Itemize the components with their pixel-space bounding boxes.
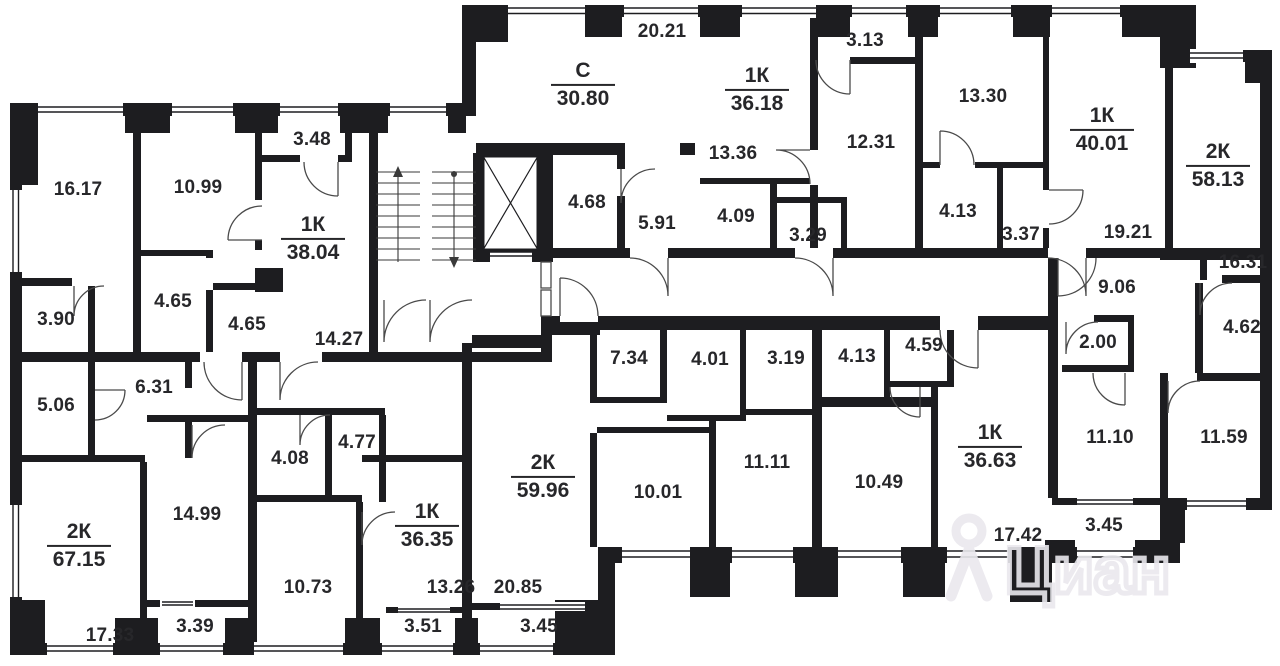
room-area-label: 4.13 <box>939 201 977 222</box>
room-area-label: 3.45 <box>1085 515 1123 536</box>
apartment-type: 2К <box>530 450 556 474</box>
apartment-label: 1К 38.04 <box>281 214 345 264</box>
room-area-label: 17.33 <box>85 625 135 646</box>
apartment-area: 40.01 <box>1075 132 1129 156</box>
apartment-type: 1К <box>1089 103 1115 127</box>
room-area-label: 4.68 <box>568 192 606 213</box>
apartment-divider <box>958 445 1022 449</box>
door-arcs <box>73 59 1233 546</box>
room-area-label: 16.31 <box>1218 252 1268 273</box>
room-area-label: 10.73 <box>283 577 333 598</box>
cian-watermark: Циан <box>945 513 1173 610</box>
room-area-label: 13.36 <box>708 143 758 164</box>
room-area-label: 4.09 <box>717 206 755 227</box>
room-area-label: 10.01 <box>633 482 683 503</box>
apartment-area: 30.80 <box>556 87 610 111</box>
apartment-type: 2К <box>66 519 92 543</box>
room-area-label: 2.00 <box>1079 332 1117 353</box>
room-area-label: 3.90 <box>37 309 75 330</box>
room-area-label: 4.13 <box>838 346 876 367</box>
apartment-label: 1К 40.01 <box>1070 105 1134 155</box>
room-area-label: 3.19 <box>767 348 805 369</box>
apartment-label: С 30.80 <box>551 60 615 110</box>
apartment-label: 1К 36.63 <box>958 422 1022 472</box>
elevator <box>481 154 540 252</box>
apartment-divider <box>551 83 615 87</box>
windows <box>9 4 1246 656</box>
apartment-area: 67.15 <box>52 548 106 572</box>
room-area-label: 19.21 <box>1103 222 1153 243</box>
apartment-type: 1К <box>414 499 440 523</box>
apartment-divider <box>281 237 345 241</box>
room-area-label: 3.13 <box>846 30 884 51</box>
room-area-label: 4.62 <box>1223 317 1261 338</box>
apartment-divider <box>395 524 459 528</box>
apartment-area: 36.35 <box>400 528 454 552</box>
room-area-label: 13.30 <box>958 86 1008 107</box>
room-area-label: 6.31 <box>135 377 173 398</box>
room-area-label: 5.91 <box>638 213 676 234</box>
apartment-label: 1К 36.35 <box>395 501 459 551</box>
room-area-label: 4.01 <box>691 349 729 370</box>
staircase <box>376 166 476 268</box>
room-area-label: 4.65 <box>154 291 192 312</box>
apartment-type: 1К <box>744 63 770 87</box>
apartment-type: 1К <box>977 420 1003 444</box>
apartment-type: 2К <box>1205 139 1231 163</box>
apartment-divider <box>725 88 789 92</box>
apartment-divider <box>1070 128 1134 132</box>
room-area-label: 3.48 <box>293 129 331 150</box>
watermark-text: Циан <box>1005 533 1170 607</box>
apartment-area: 38.04 <box>286 241 340 265</box>
apartment-area: 36.63 <box>963 449 1017 473</box>
room-area-label: 13.26 <box>426 577 476 598</box>
room-area-label: 4.08 <box>271 448 309 469</box>
room-area-label: 9.06 <box>1098 277 1136 298</box>
walls <box>10 5 1272 655</box>
apartment-label: 2К 67.15 <box>47 521 111 571</box>
room-area-label: 16.17 <box>53 179 103 200</box>
apartment-label: 1К 36.18 <box>725 65 789 115</box>
room-area-label: 10.99 <box>173 177 223 198</box>
room-area-label: 3.51 <box>404 616 442 637</box>
room-area-label: 12.31 <box>846 132 896 153</box>
apartment-label: 2К 59.96 <box>511 452 575 502</box>
apartment-divider <box>511 475 575 479</box>
room-area-label: 14.27 <box>314 329 364 350</box>
room-area-label: 3.45 <box>520 616 558 637</box>
room-area-label: 14.99 <box>172 504 222 525</box>
room-area-label: 5.06 <box>37 395 75 416</box>
apartment-area: 59.96 <box>516 479 570 503</box>
room-area-label: 11.59 <box>1200 427 1248 448</box>
room-area-label: 3.29 <box>789 225 827 246</box>
room-area-label: 11.11 <box>743 452 791 473</box>
room-area-label: 4.77 <box>338 432 376 453</box>
room-area-label: 3.39 <box>176 616 214 637</box>
room-area-label: 17.42 <box>993 525 1043 546</box>
apartment-divider <box>1186 164 1250 168</box>
apartment-type: 1К <box>300 212 326 236</box>
room-area-label: 10.49 <box>854 472 904 493</box>
room-area-label: 7.34 <box>610 348 648 369</box>
room-area-label: 3.37 <box>1002 224 1040 245</box>
apartment-divider <box>47 544 111 548</box>
apartment-label: 2К 58.13 <box>1186 141 1250 191</box>
room-area-label: 4.59 <box>905 335 943 356</box>
room-area-label: 20.85 <box>493 577 543 598</box>
room-area-label: 4.65 <box>228 314 266 335</box>
room-area-label: 11.10 <box>1086 427 1134 448</box>
room-area-label: 20.21 <box>637 21 687 42</box>
apartment-type: С <box>575 58 591 82</box>
apartment-area: 58.13 <box>1191 168 1245 192</box>
apartment-area: 36.18 <box>730 92 784 116</box>
